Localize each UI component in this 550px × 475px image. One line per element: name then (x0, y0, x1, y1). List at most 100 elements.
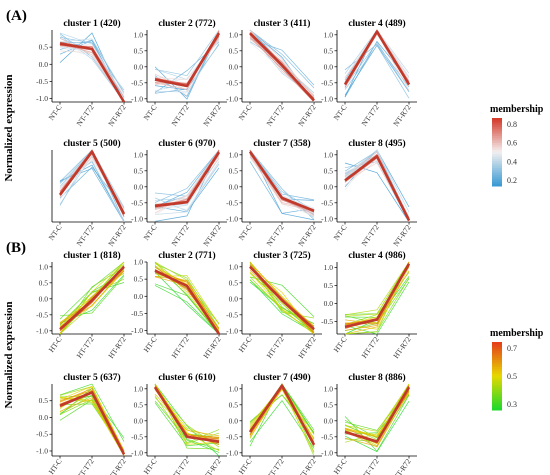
legend-gradient-step (492, 376, 502, 379)
member-line (59, 168, 125, 223)
member-line (249, 36, 315, 103)
legend-tick-label: 0.5 (507, 372, 517, 381)
member-line (154, 263, 220, 329)
core-line (59, 42, 126, 103)
legend-gradient-step (492, 136, 502, 139)
legend-gradient-step (492, 373, 502, 377)
cluster-title: cluster 1 (818) (63, 250, 120, 261)
legend-gradient-step (492, 382, 502, 386)
legend-gradient-step (492, 351, 502, 354)
member-line (59, 265, 125, 323)
x-tick-label: HT-C (237, 457, 254, 475)
member-line (154, 285, 220, 334)
core-line (343, 30, 411, 86)
member-line (344, 262, 410, 317)
section-b-ylabel: Normalized expression (3, 301, 15, 408)
legend-gradient-step (492, 174, 502, 178)
y-tick-label: 0.5 (229, 278, 239, 287)
y-tick-label: -1.0 (226, 326, 238, 335)
y-tick-label: -0.5 (131, 309, 143, 318)
x-tick-label: HT-C (142, 457, 159, 475)
legend-gradient-step (492, 371, 502, 375)
y-tick-label: 1.0 (229, 30, 239, 39)
member-line (59, 149, 125, 223)
legend-gradient-step (492, 154, 502, 158)
member-line (154, 161, 220, 215)
y-tick-label: -0.5 (321, 317, 333, 326)
y-tick-label: 1.0 (229, 262, 239, 271)
y-tick-label: -1.0 (36, 446, 48, 455)
x-tick-label: HT-C (142, 335, 159, 354)
cluster-panel: cluster 1 (818) 1.0 0.5 0.0 -0.5 -1.0HT-C HT-T… (36, 250, 132, 360)
member-line (344, 156, 410, 222)
y-tick-label: 0.5 (229, 400, 239, 409)
member-line (344, 154, 410, 219)
legend-title: membership (490, 104, 544, 115)
core-line (59, 391, 126, 455)
y-tick-label: 0.0 (39, 294, 49, 303)
legend-tick-label: 0.4 (507, 157, 517, 166)
cluster-title: cluster 8 (495) (348, 138, 405, 149)
x-tick-label: NT-C (142, 223, 159, 242)
cluster-panel: cluster 8 (886) 1.0 0.5 0.0 -0.5 -1.0HT-C HT-T… (321, 372, 417, 475)
y-tick-label: -1.0 (321, 94, 333, 103)
member-line (59, 149, 125, 223)
y-tick-label: 0.5 (324, 166, 334, 175)
y-tick-label: -1.0 (131, 326, 143, 335)
member-line (249, 272, 315, 335)
legend-gradient-step (492, 391, 502, 395)
y-tick-label: 0.0 (134, 182, 144, 191)
legend-gradient-step (492, 129, 502, 133)
member-line (154, 152, 220, 206)
member-line (344, 384, 410, 432)
member-line (154, 29, 220, 76)
x-tick-label: NT-R72 (296, 223, 317, 248)
y-tick-label: -0.5 (321, 78, 333, 87)
x-tick-label: NT-R72 (391, 103, 412, 128)
member-line (249, 150, 315, 211)
y-tick-label: 0.0 (39, 60, 49, 69)
legend-gradient-step (492, 176, 502, 180)
y-tick-label: 0.0 (324, 299, 334, 308)
y-tick-label: 0.0 (229, 294, 239, 303)
x-tick-label: HT-R72 (391, 335, 412, 360)
x-tick-label: NT-T72 (170, 223, 191, 248)
member-line (154, 163, 220, 212)
y-tick-label: 0.0 (134, 62, 144, 71)
legend-tick-label: 0.3 (507, 400, 517, 409)
legend-gradient-step (492, 167, 502, 171)
cluster-panel: cluster 4 (986) 1.0 0.5 0.0 -0.5 HT-C HT-T72 HT… (321, 250, 417, 360)
legend-gradient-step (492, 172, 502, 176)
cluster-panel: cluster 6 (610) 1.0 0.5 0.0 -0.5 -1.0HT-C HT-T… (131, 372, 227, 475)
y-tick-label: 0.0 (324, 416, 334, 425)
y-tick-label: -0.5 (226, 432, 238, 441)
cluster-panel: cluster 1 (420) 0.5 0.0 -0.5 -1.0NT-C NT-T72 N… (36, 18, 132, 128)
y-tick-label: 0.5 (134, 46, 144, 55)
cluster-title: cluster 7 (490) (253, 372, 310, 383)
y-tick-label: -1.0 (226, 214, 238, 223)
legend-gradient-step (492, 181, 502, 185)
legend-gradient-step (492, 385, 502, 388)
member-line (344, 29, 410, 83)
x-tick-label: HT-T72 (360, 457, 381, 475)
member-line (59, 166, 125, 209)
legend-gradient-step (492, 387, 502, 391)
x-tick-label: NT-T72 (75, 103, 96, 128)
y-tick-label: -0.5 (131, 78, 143, 87)
member-line (344, 156, 410, 220)
section-a-ylabel: Normalized expression (3, 74, 15, 181)
x-tick-label: HT-R72 (201, 335, 222, 360)
x-tick-label: NT-R72 (296, 103, 317, 128)
legend-gradient-step (492, 346, 502, 350)
y-tick-label: 1.0 (324, 30, 334, 39)
y-tick-label: -0.5 (226, 198, 238, 207)
member-line (249, 149, 315, 201)
x-tick-label: HT-R72 (296, 335, 317, 360)
legend-gradient-step (492, 158, 502, 162)
legend-gradient-step (492, 403, 502, 406)
core-line (154, 151, 221, 208)
legend-gradient-step (492, 355, 502, 359)
y-tick-label: -1.0 (131, 94, 143, 103)
member-line (344, 261, 410, 315)
